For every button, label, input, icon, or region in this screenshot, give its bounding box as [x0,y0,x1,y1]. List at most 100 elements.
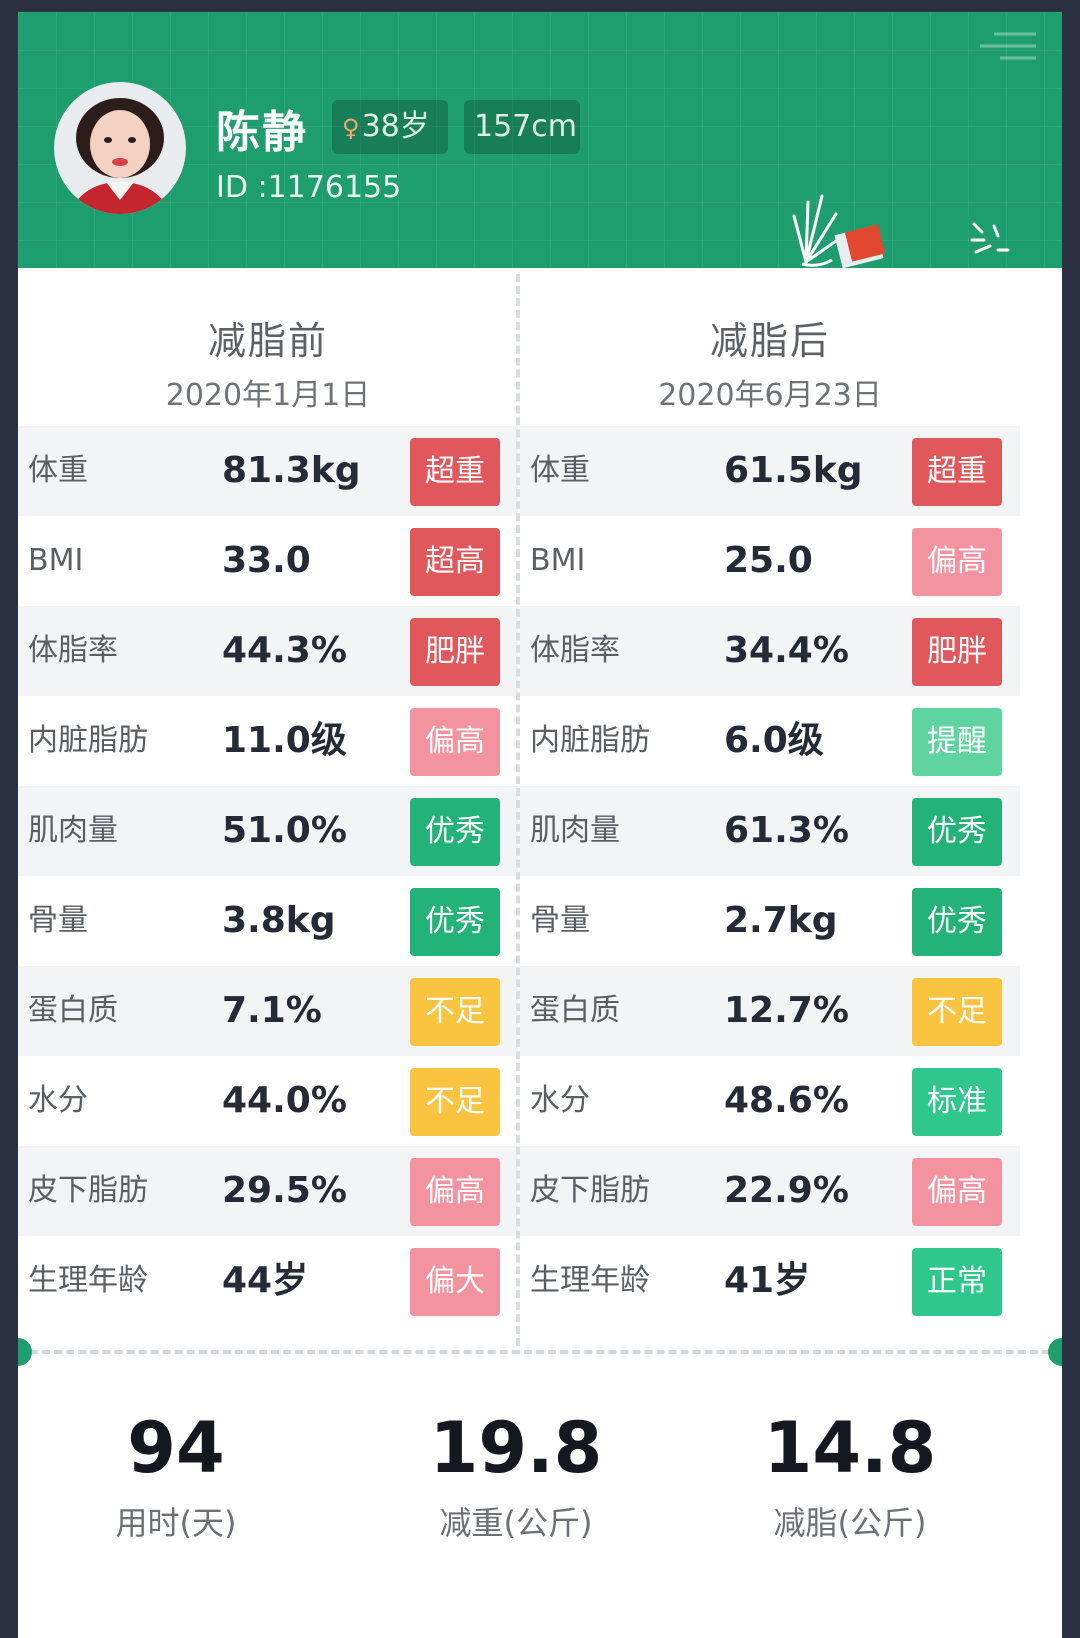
sparkle-marks-icon [970,222,1010,254]
status-badge: 优秀 [912,888,1002,956]
metric-value: 34.4% [724,630,849,671]
status-badge: 标准 [912,1068,1002,1136]
after-title: 减脂后 [709,319,830,363]
status-badge: 正常 [912,1248,1002,1316]
status-badge: 优秀 [410,888,500,956]
metric-label: 皮下脂肪 [530,1173,650,1208]
status-badge: 优秀 [410,798,500,866]
metric-value: 33.0 [222,540,311,581]
metric-value: 48.6% [724,1080,849,1121]
status-badge: 偏大 [410,1248,500,1316]
metric-label: 水分 [28,1083,88,1118]
metric-row: 体脂率 34.4% 肥胖 [520,606,1020,696]
decorative-lines-icon [980,32,1036,60]
stat-days: 94 用时(天) [26,1372,326,1544]
female-symbol-icon: ♀ [342,114,360,142]
before-column: 减脂前 2020年1月1日 体重 81.3kg 超重 BMI 33.0 超高体脂率 44.3… [18,268,518,1348]
status-badge: 超高 [410,528,500,596]
height-badge: 157cm [464,100,580,154]
user-name: 陈静 [216,107,308,158]
summary-stats: 94 用时(天) 19.8 减重(公斤) 14.8 减脂(公斤) [18,1372,1062,1638]
metric-value: 61.3% [724,810,849,851]
metric-row: BMI 33.0 超高 [18,516,518,606]
after-metrics: 体重 61.5kg 超重 BMI 25.0 偏高 体脂率 34.4% 肥胖 内脏脂肪 6.0级 提醒肌… [520,426,1020,1326]
metric-row: 骨量 2.7kg 优秀 [520,876,1020,966]
user-id: ID :1176155 [216,170,402,205]
status-badge: 不足 [912,978,1002,1046]
avatar[interactable] [54,82,186,214]
metric-value: 7.1% [222,990,322,1031]
stat-fat-loss-caption: 减脂(公斤) [773,1504,927,1542]
metric-value: 3.8kg [222,900,336,941]
metric-label: 生理年龄 [530,1263,650,1298]
height-value: 157cm [474,109,577,144]
metric-value: 11.0级 [222,720,347,761]
metric-label: 内脏脂肪 [28,723,148,758]
metric-row: 肌肉量 61.3% 优秀 [520,786,1020,876]
ticket-notch-left [18,1338,32,1366]
metric-label: 体重 [530,453,590,488]
status-badge: 不足 [410,1068,500,1136]
status-badge: 肥胖 [410,618,500,686]
report-card: 陈静 ♀38岁 157cm ID :1176155 减脂前 2020年1月1日 … [18,12,1062,1638]
before-date: 2020年1月1日 [165,378,371,413]
status-badge: 偏高 [912,528,1002,596]
metric-value: 51.0% [222,810,347,851]
summary-separator [18,1350,1062,1354]
before-metrics: 体重 81.3kg 超重 BMI 33.0 超高 体脂率 44.3% 肥胖 内脏脂肪 11.0级 偏高… [18,426,518,1326]
metric-row: 体脂率 44.3% 肥胖 [18,606,518,696]
status-badge: 优秀 [912,798,1002,866]
hand-holding-book-icon [792,194,886,268]
metric-label: 水分 [530,1083,590,1118]
stat-weight-loss-caption: 减重(公斤) [439,1504,593,1542]
metric-row: 内脏脂肪 6.0级 提醒 [520,696,1020,786]
metric-value: 2.7kg [724,900,838,941]
metric-row: 内脏脂肪 11.0级 偏高 [18,696,518,786]
metric-label: 皮下脂肪 [28,1173,148,1208]
status-badge: 超重 [912,438,1002,506]
metric-row: 皮下脂肪 22.9% 偏高 [520,1146,1020,1236]
metric-row: 骨量 3.8kg 优秀 [18,876,518,966]
ticket-notch-right [1048,1338,1062,1366]
metric-value: 44.0% [222,1080,347,1121]
stat-fat-loss-value: 14.8 [763,1407,937,1489]
stat-weight-loss: 19.8 减重(公斤) [366,1372,666,1544]
metric-label: 蛋白质 [28,993,118,1028]
age-badge: ♀38岁 [332,100,448,154]
metric-row: 蛋白质 7.1% 不足 [18,966,518,1056]
metric-row: 体重 81.3kg 超重 [18,426,518,516]
metric-value: 61.5kg [724,450,863,491]
stat-days-value: 94 [127,1407,225,1489]
metric-value: 44.3% [222,630,347,671]
metric-value: 81.3kg [222,450,361,491]
before-title: 减脂前 [207,319,328,363]
metric-label: 蛋白质 [530,993,620,1028]
profile-header: 陈静 ♀38岁 157cm ID :1176155 [18,12,1062,268]
metric-label: 内脏脂肪 [530,723,650,758]
status-badge: 肥胖 [912,618,1002,686]
metric-label: 肌肉量 [28,813,118,848]
status-badge: 超重 [410,438,500,506]
metric-value: 22.9% [724,1170,849,1211]
age-value: 38岁 [361,109,430,144]
metric-label: BMI [28,543,84,578]
metric-row: 水分 48.6% 标准 [520,1056,1020,1146]
metric-row: 蛋白质 12.7% 不足 [520,966,1020,1056]
metric-value: 44岁 [222,1260,309,1301]
metric-row: 肌肉量 51.0% 优秀 [18,786,518,876]
metric-value: 6.0级 [724,720,824,761]
metric-label: 体重 [28,453,88,488]
metric-row: 水分 44.0% 不足 [18,1056,518,1146]
metric-value: 12.7% [724,990,849,1031]
metric-label: 骨量 [530,903,590,938]
after-date: 2020年6月23日 [658,378,882,413]
metric-value: 29.5% [222,1170,347,1211]
status-badge: 偏高 [410,1158,500,1226]
stat-weight-loss-value: 19.8 [429,1407,603,1489]
status-badge: 偏高 [410,708,500,776]
status-badge: 提醒 [912,708,1002,776]
metric-label: 体脂率 [530,633,620,668]
metric-label: 体脂率 [28,633,118,668]
avatar-photo-icon [54,82,186,214]
metric-value: 41岁 [724,1260,811,1301]
